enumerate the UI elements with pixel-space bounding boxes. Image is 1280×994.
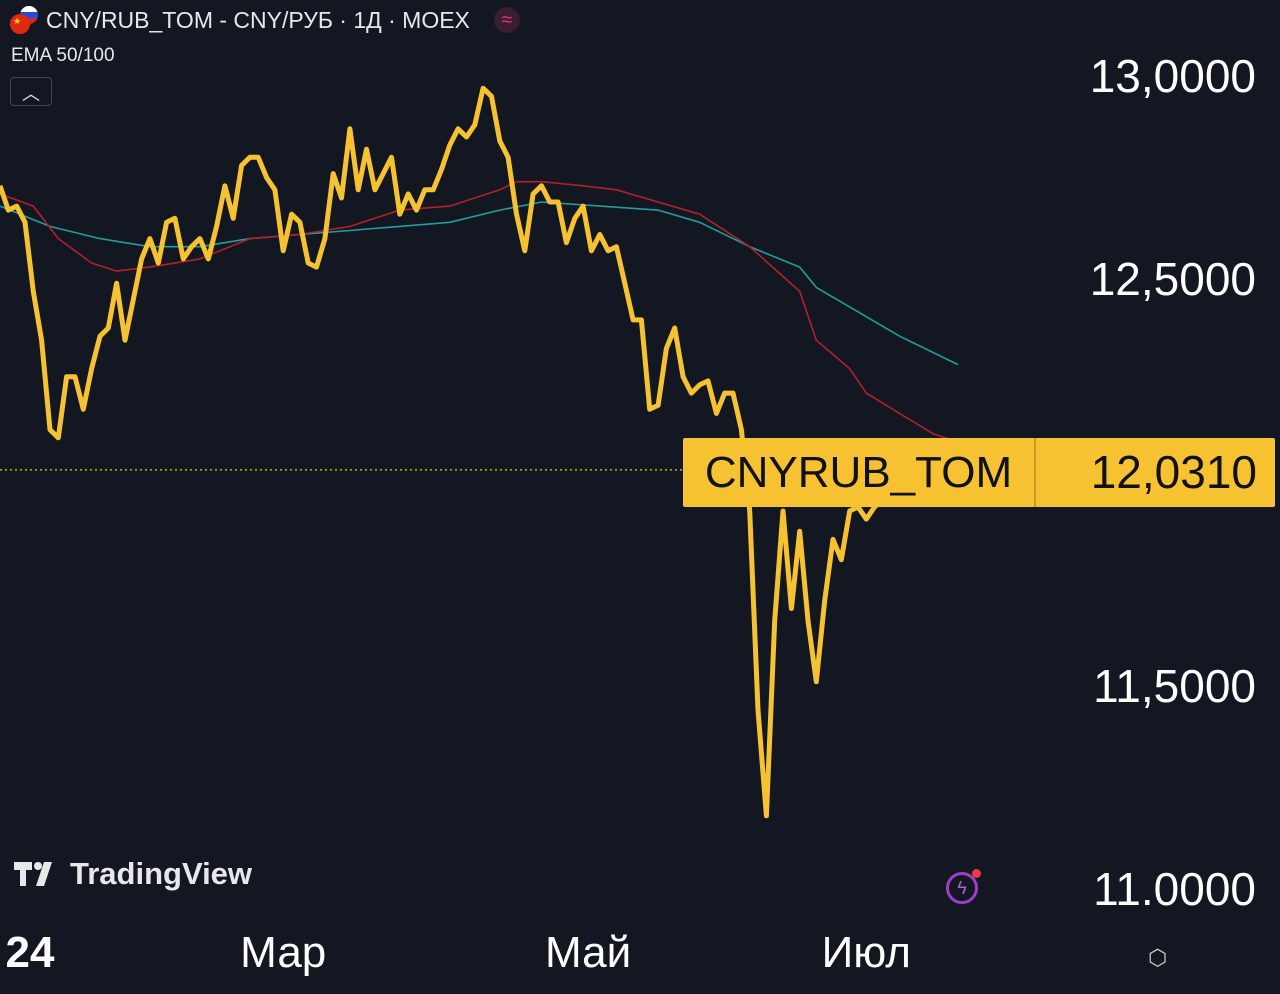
logo-text: TradingView xyxy=(70,856,253,891)
y-tick-label: 11,5000 xyxy=(1093,659,1256,712)
y-tick-label: 12,5000 xyxy=(1089,253,1256,306)
collapse-button[interactable]: ︿ xyxy=(10,77,52,106)
chart-header: ★ CNY/RUB_TOM - CNY/РУБ · 1Д · MOEX ≈ xyxy=(10,6,520,34)
price-label-symbol: CNYRUB_TOM xyxy=(683,438,1036,507)
symbol-title[interactable]: CNY/RUB_TOM - CNY/РУБ · 1Д · MOEX xyxy=(46,6,470,33)
indicator-label[interactable]: EMA 50/100 xyxy=(11,45,115,66)
approx-wave-icon[interactable]: ≈ xyxy=(493,7,520,33)
chevron-up-icon: ︿ xyxy=(22,84,40,104)
y-tick-label: 11.0000 xyxy=(1093,863,1256,915)
tradingview-logo[interactable]: TradingView xyxy=(14,856,252,892)
settings-icon[interactable]: ⬡ xyxy=(1148,945,1168,970)
x-tick-label: 24 xyxy=(5,928,55,977)
x-tick-label: Мар xyxy=(240,928,327,977)
y-tick-label: 13,0000 xyxy=(1089,50,1256,102)
price-label-value: 12,0310 xyxy=(1090,446,1257,498)
lightning-icon[interactable]: ϟ xyxy=(946,869,981,904)
tradingview-logo-icon xyxy=(14,862,52,886)
x-tick-label: Июл xyxy=(821,928,911,977)
last-price-label: CNYRUB_TOM 12,0310 xyxy=(683,438,1275,507)
ema50-line xyxy=(0,180,959,443)
currency-flags-icon: ★ xyxy=(10,6,40,34)
x-tick-label: Май xyxy=(544,928,632,977)
ema100-line xyxy=(0,201,959,366)
